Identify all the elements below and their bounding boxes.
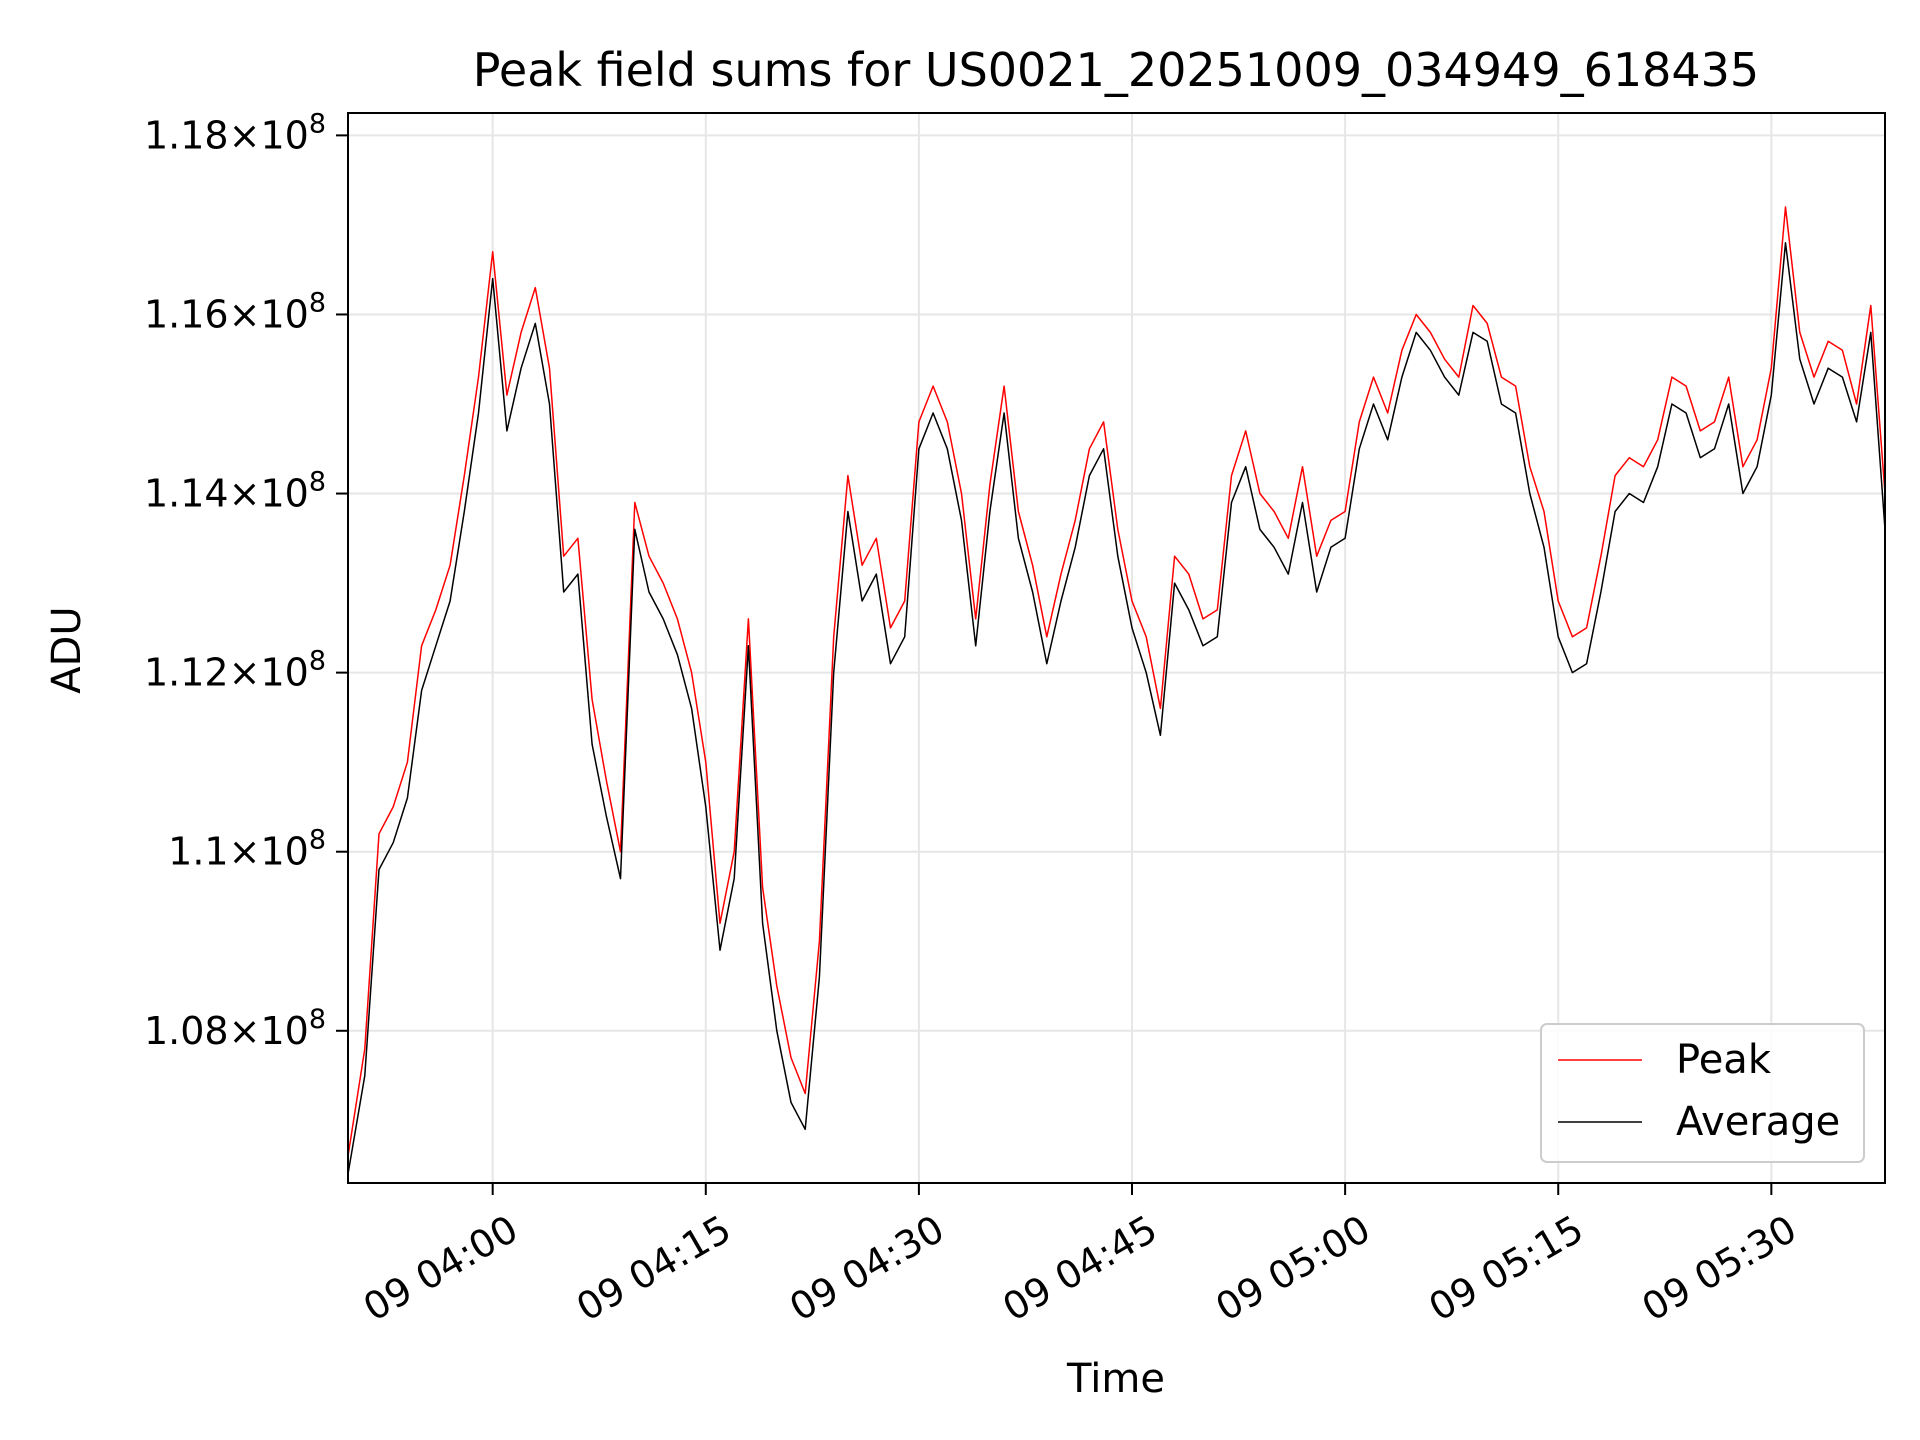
series-line-average [348, 242, 1885, 1175]
legend-label-average: Average [1676, 1099, 1840, 1145]
series-lines [348, 206, 1885, 1175]
y-tick-label: 1.1×108 [168, 825, 326, 874]
y-tick-label: 1.08×108 [144, 1004, 326, 1053]
grid-lines [348, 113, 1885, 1183]
legend-box [1540, 1023, 1865, 1163]
y-tick-label: 1.16×108 [144, 287, 326, 336]
legend: Peak Average [1540, 1023, 1865, 1163]
y-axis-label: ADU [44, 606, 90, 693]
plot-area-frame [347, 112, 1886, 1184]
y-tick-label: 1.14×108 [144, 467, 326, 516]
y-axis-ticks: 1.08×108 1.1×108 1.12×108 1.14×108 1.16×108 1… [144, 108, 348, 1053]
chart-title: Peak field sums for US0021_20251009_0349… [473, 43, 1759, 97]
legend-label-peak: Peak [1676, 1037, 1772, 1083]
y-tick-label: 1.12×108 [144, 646, 326, 695]
y-tick-label: 1.18×108 [144, 108, 326, 157]
series-line-peak [348, 206, 1885, 1157]
x-axis-label: Time [1066, 1356, 1165, 1402]
